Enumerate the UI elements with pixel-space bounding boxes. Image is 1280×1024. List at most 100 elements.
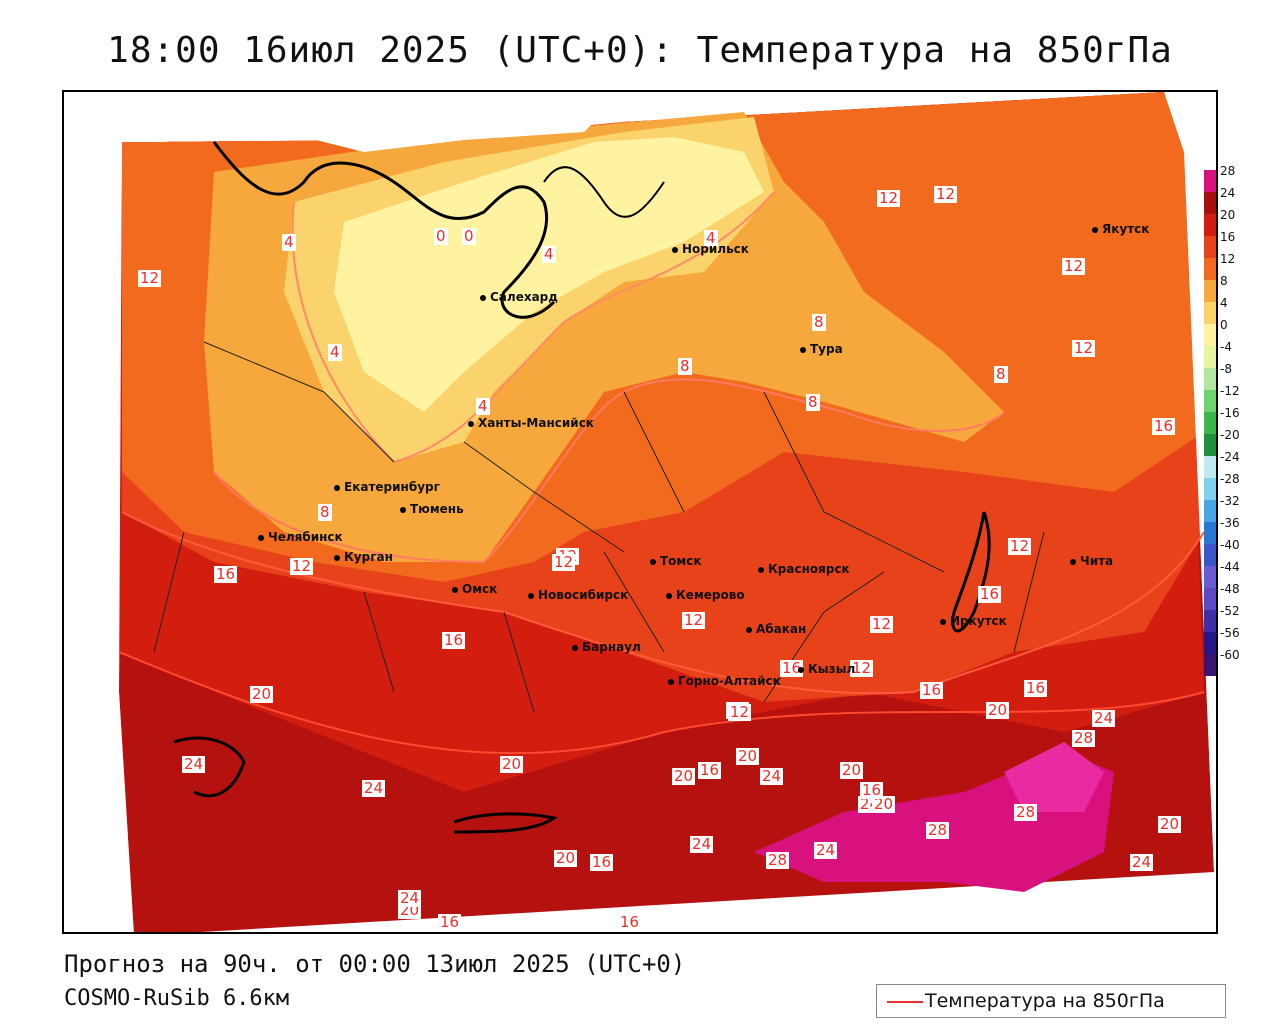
colorbar-cell: [1204, 588, 1216, 610]
city-dot-icon: [800, 346, 806, 353]
isoline-label: 12: [934, 185, 958, 203]
colorbar-cell: [1204, 192, 1216, 214]
colorbar-cell: [1204, 346, 1216, 368]
isoline-label: 24: [1130, 853, 1154, 871]
colorbar-tick-label: -52: [1220, 604, 1240, 618]
isoline-label: 24: [690, 835, 714, 853]
isoline-label: 16: [438, 913, 462, 931]
city-dot-icon: [452, 586, 458, 593]
colorbar-tick-label: 12: [1220, 252, 1236, 266]
city-dot-icon: [746, 626, 752, 633]
isoline-label: 28: [1072, 729, 1096, 747]
isoline-label: 28: [926, 821, 950, 839]
model-caption: COSMO-RuSib 6.6км: [64, 986, 290, 1011]
legend-key-label: Температура на 850гПа: [925, 990, 1165, 1012]
isoline-label: 4: [476, 397, 490, 415]
isoline-label: 12: [1062, 257, 1086, 275]
city-dot-icon: [672, 246, 678, 253]
isoline-label: 12: [870, 615, 894, 633]
colorbar-tick-label: -20: [1220, 428, 1240, 442]
city-marker: Горно-Алтайск: [668, 674, 781, 688]
isoline-label: 16: [618, 913, 642, 931]
isoline-label: 24: [182, 755, 206, 773]
isoline-label: 4: [328, 343, 342, 361]
isoline-label: 20: [736, 747, 760, 765]
colorbar-tick-label: -8: [1220, 362, 1232, 376]
colorbar-tick-label: -12: [1220, 384, 1240, 398]
colorbar-cell: [1204, 170, 1216, 192]
colorbar-cell: [1204, 632, 1216, 654]
isoline-label: 12: [850, 659, 874, 677]
isoline-label: 16: [978, 585, 1002, 603]
city-marker: Ханты-Мансийск: [468, 416, 594, 430]
city-marker: Омск: [452, 582, 497, 596]
isoline-label: 20: [1158, 815, 1182, 833]
isoline-label: 16: [590, 853, 614, 871]
city-marker: Якутск: [1092, 222, 1149, 236]
city-dot-icon: [480, 294, 486, 301]
map-title: 18:00 16июл 2025 (UTC+0): Температура на…: [107, 30, 1173, 71]
city-marker: Кемерово: [666, 588, 745, 602]
isoline-label: 12: [552, 553, 576, 571]
isoline-label: 20: [672, 767, 696, 785]
isoline-label: 4: [704, 229, 718, 247]
colorbar-cell: [1204, 456, 1216, 478]
colorbar-cell: [1204, 214, 1216, 236]
isoline-label: 12: [1072, 339, 1096, 357]
isoline-label: 24: [1092, 709, 1116, 727]
isoline-label: 4: [542, 245, 556, 263]
colorbar-cell: [1204, 324, 1216, 346]
colorbar-cell: [1204, 544, 1216, 566]
colorbar-cell: [1204, 434, 1216, 456]
colorbar-cell: [1204, 500, 1216, 522]
isoline-label: 12: [1008, 537, 1032, 555]
colorbar-cell: [1204, 610, 1216, 632]
isoline-label: 20: [872, 795, 896, 813]
isoline-label: 16: [442, 631, 466, 649]
isoline-label: 12: [682, 611, 706, 629]
isoline-label: 8: [318, 503, 332, 521]
isoline-label: 16: [1024, 679, 1048, 697]
colorbar-tick-label: -28: [1220, 472, 1240, 486]
colorbar-tick-label: 0: [1220, 318, 1228, 332]
isoline-label: 8: [806, 393, 820, 411]
colorbar-tick-label: -60: [1220, 648, 1240, 662]
isoline-label: 8: [678, 357, 692, 375]
colorbar-cell: [1204, 478, 1216, 500]
isoline-label: 28: [1014, 803, 1038, 821]
colorbar-tick-label: 8: [1220, 274, 1228, 288]
colorbar-tick-label: -4: [1220, 340, 1232, 354]
city-dot-icon: [258, 534, 264, 541]
isoline-label: 20: [554, 849, 578, 867]
isoline-label: 24: [362, 779, 386, 797]
city-dot-icon: [650, 558, 656, 565]
city-dot-icon: [468, 420, 474, 427]
colorbar-tick-label: -56: [1220, 626, 1240, 640]
legend-key: Температура на 850гПа: [876, 984, 1226, 1018]
isoline-label: 8: [812, 313, 826, 331]
city-dot-icon: [334, 554, 340, 561]
isoline-label: 12: [138, 269, 162, 287]
city-dot-icon: [666, 592, 672, 599]
isoline-label: 12: [728, 703, 752, 721]
city-marker: Салехард: [480, 290, 558, 304]
city-dot-icon: [758, 566, 764, 573]
isoline-label: 16: [214, 565, 238, 583]
colorbar-tick-label: -44: [1220, 560, 1240, 574]
colorbar-tick-label: -16: [1220, 406, 1240, 420]
city-marker: Барнаул: [572, 640, 641, 654]
isoline-label: 24: [814, 841, 838, 859]
isoline-label: 12: [290, 557, 314, 575]
temperature-field: [64, 92, 1216, 932]
colorbar-cell: [1204, 368, 1216, 390]
isoline-label: 16: [780, 659, 804, 677]
city-marker: Курган: [334, 550, 393, 564]
colorbar-cell: [1204, 522, 1216, 544]
isoline-label: 0: [434, 227, 448, 245]
colorbar-tick-label: 24: [1220, 186, 1236, 200]
city-marker: Екатеринбург: [334, 480, 440, 494]
colorbar-cell: [1204, 302, 1216, 324]
isoline-label: 16: [698, 761, 722, 779]
isotherm-line-icon: [887, 1001, 923, 1003]
city-marker: Новосибирск: [528, 588, 628, 602]
